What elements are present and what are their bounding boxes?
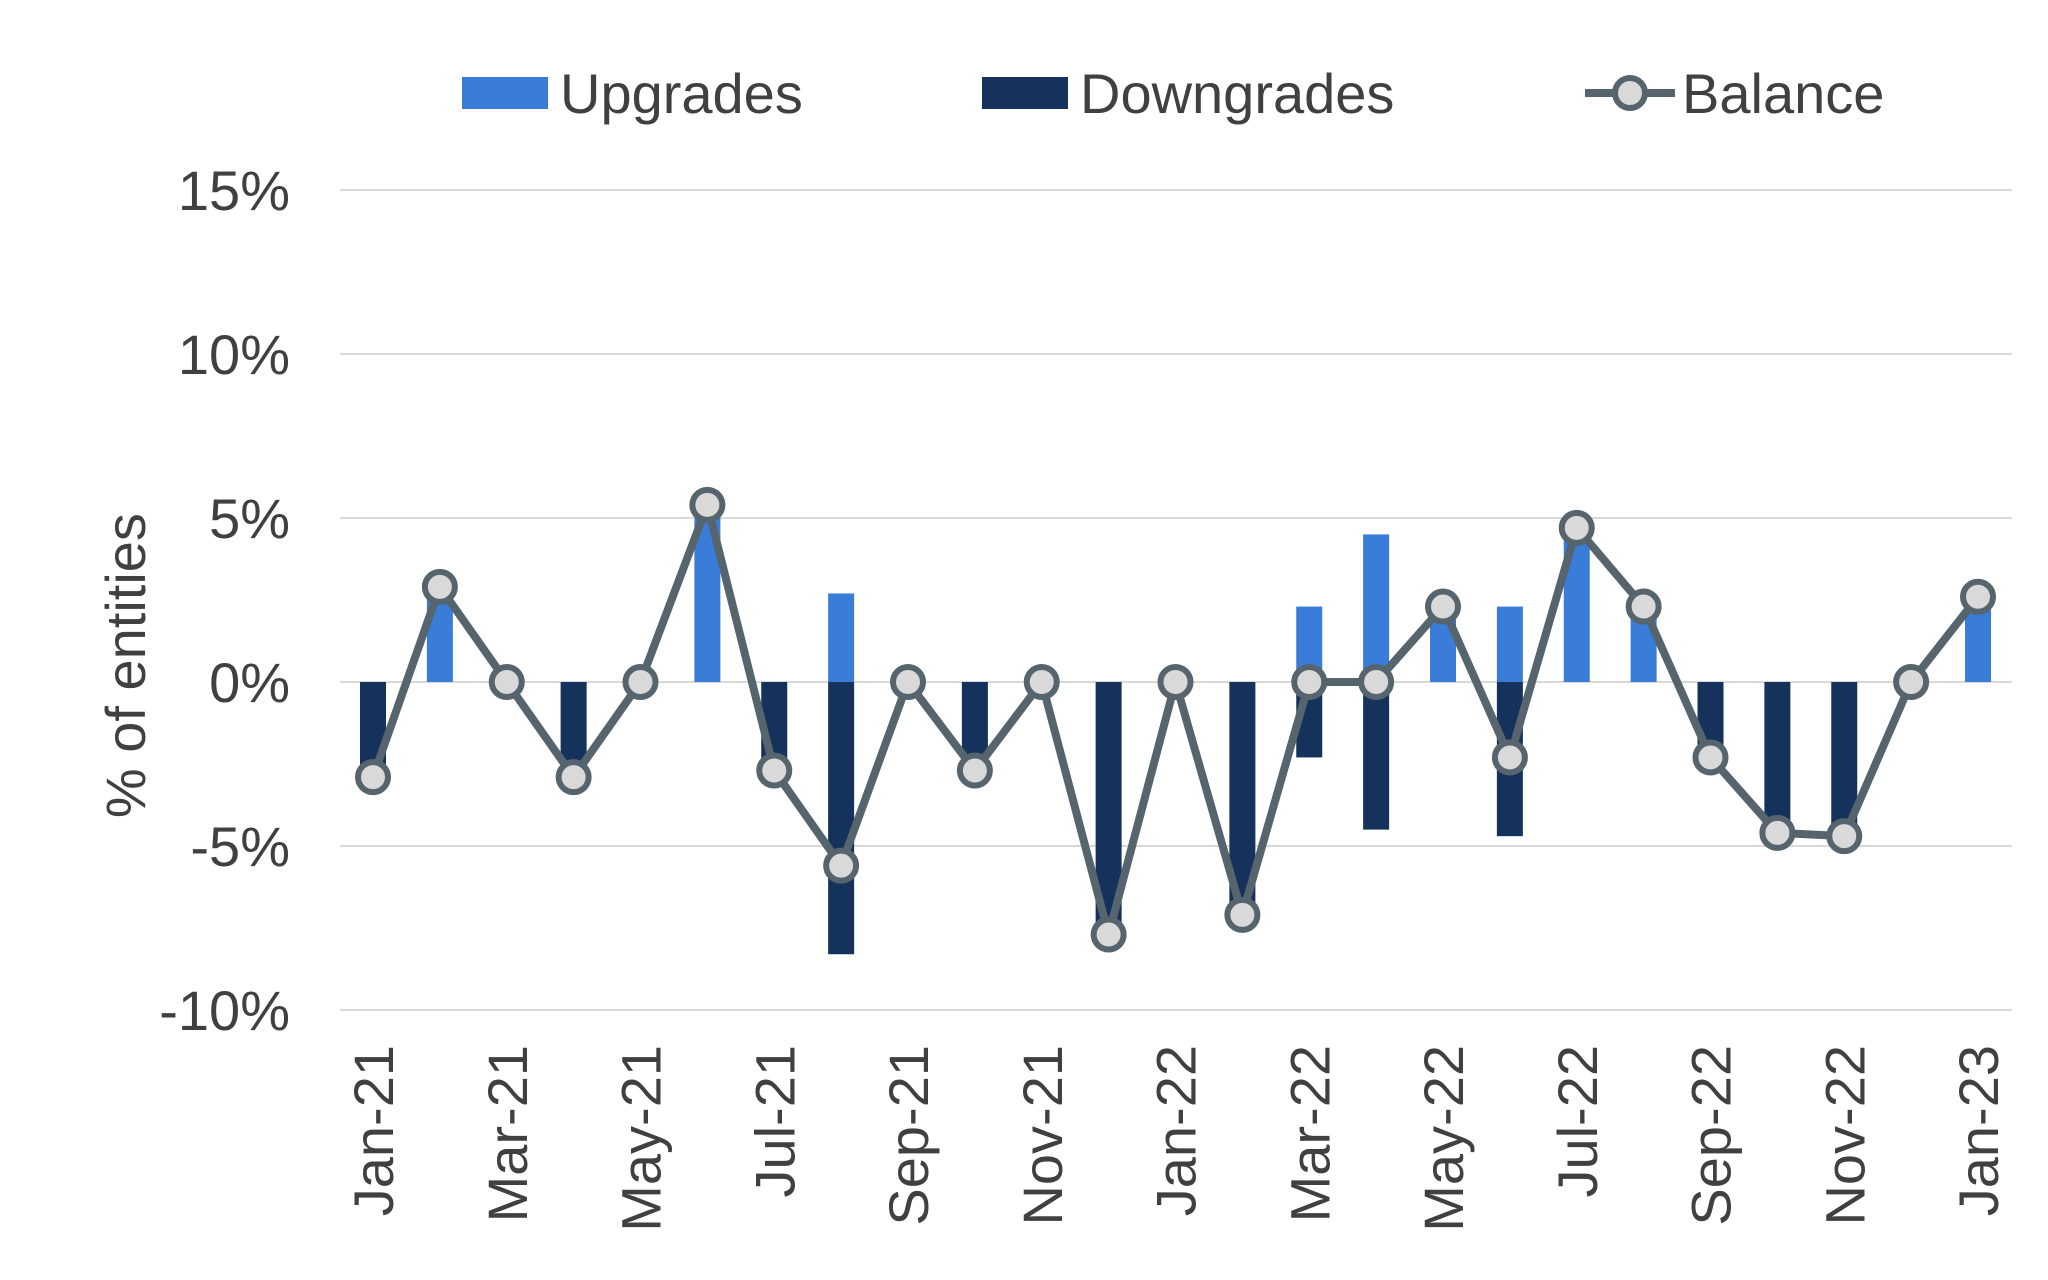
balance-point (1023, 664, 1060, 700)
x-tick-label: Jul-22 (1546, 1045, 1609, 1198)
legend-balance-swatch-marker (1612, 75, 1648, 111)
gridlines (340, 189, 2012, 1011)
legend-balance-label: Balance (1682, 62, 1884, 125)
x-tick-label: Nov-21 (1011, 1045, 1074, 1226)
x-tick-label: Sep-22 (1680, 1045, 1743, 1226)
balance-point (622, 664, 659, 700)
y-tick-label: 0% (209, 651, 290, 714)
x-tick-label: Jan-22 (1145, 1045, 1208, 1216)
y-tick-label: -5% (190, 815, 290, 878)
y-axis-title: % of entities (94, 513, 157, 818)
x-tick-label: Jan-21 (342, 1045, 405, 1216)
upgrade-bar (828, 593, 855, 682)
balance-point (555, 759, 592, 796)
balance-point (488, 664, 525, 700)
y-tick-label: 5% (209, 487, 290, 550)
balance-point (1759, 814, 1796, 851)
legend: Upgrades Downgrades Balance (462, 62, 1884, 125)
balance-point (890, 664, 926, 700)
balance-point (1625, 588, 1662, 625)
balance-point (956, 752, 993, 789)
balance-point (756, 752, 793, 789)
legend-downgrades-swatch (982, 77, 1068, 109)
x-tick-label: May-22 (1412, 1045, 1475, 1232)
balance-point (1960, 578, 1996, 615)
balance-point (1491, 739, 1528, 776)
y-tick-label: 15% (178, 159, 290, 222)
balance-point (1826, 818, 1863, 855)
balance-point (1558, 509, 1595, 546)
x-tick-label: Mar-22 (1278, 1045, 1341, 1222)
legend-upgrades-label: Upgrades (560, 62, 803, 125)
balance-point (1224, 896, 1261, 933)
downgrade-bar (1764, 682, 1791, 833)
balance-point (1425, 588, 1461, 625)
legend-downgrades-label: Downgrades (1080, 62, 1394, 125)
balance-point (823, 847, 860, 884)
x-tick-label: Nov-22 (1813, 1045, 1876, 1226)
balance-point (1157, 664, 1194, 700)
balance-point (421, 568, 458, 605)
legend-upgrades-swatch (462, 77, 548, 109)
balance-point (355, 759, 391, 796)
downgrade-bar (1363, 682, 1390, 830)
x-tick-label: May-21 (610, 1045, 673, 1232)
upgrade-bar (1496, 606, 1523, 682)
x-tick-label: Sep-21 (877, 1045, 940, 1226)
x-tick-label: Mar-21 (476, 1045, 539, 1222)
y-tick-label: 10% (178, 323, 290, 386)
balance-point (1893, 664, 1930, 700)
balance-point (1692, 739, 1729, 776)
balance-point (1358, 664, 1395, 700)
balance-line-group (355, 486, 1996, 953)
y-tick-label: -10% (159, 979, 290, 1042)
x-tick-label: Jul-21 (743, 1045, 806, 1198)
balance-point (689, 486, 726, 523)
downgrade-bar (828, 682, 855, 955)
balance-point (1291, 664, 1328, 700)
x-tick-label: Jan-23 (1947, 1045, 2010, 1216)
axes: 15% 10% 5% 0% -5% -10% % of entities Jan-21 Mar-… (94, 159, 2010, 1232)
balance-line (369, 500, 1982, 939)
balance-point (1090, 916, 1127, 953)
upgrade-bar (1363, 534, 1390, 682)
